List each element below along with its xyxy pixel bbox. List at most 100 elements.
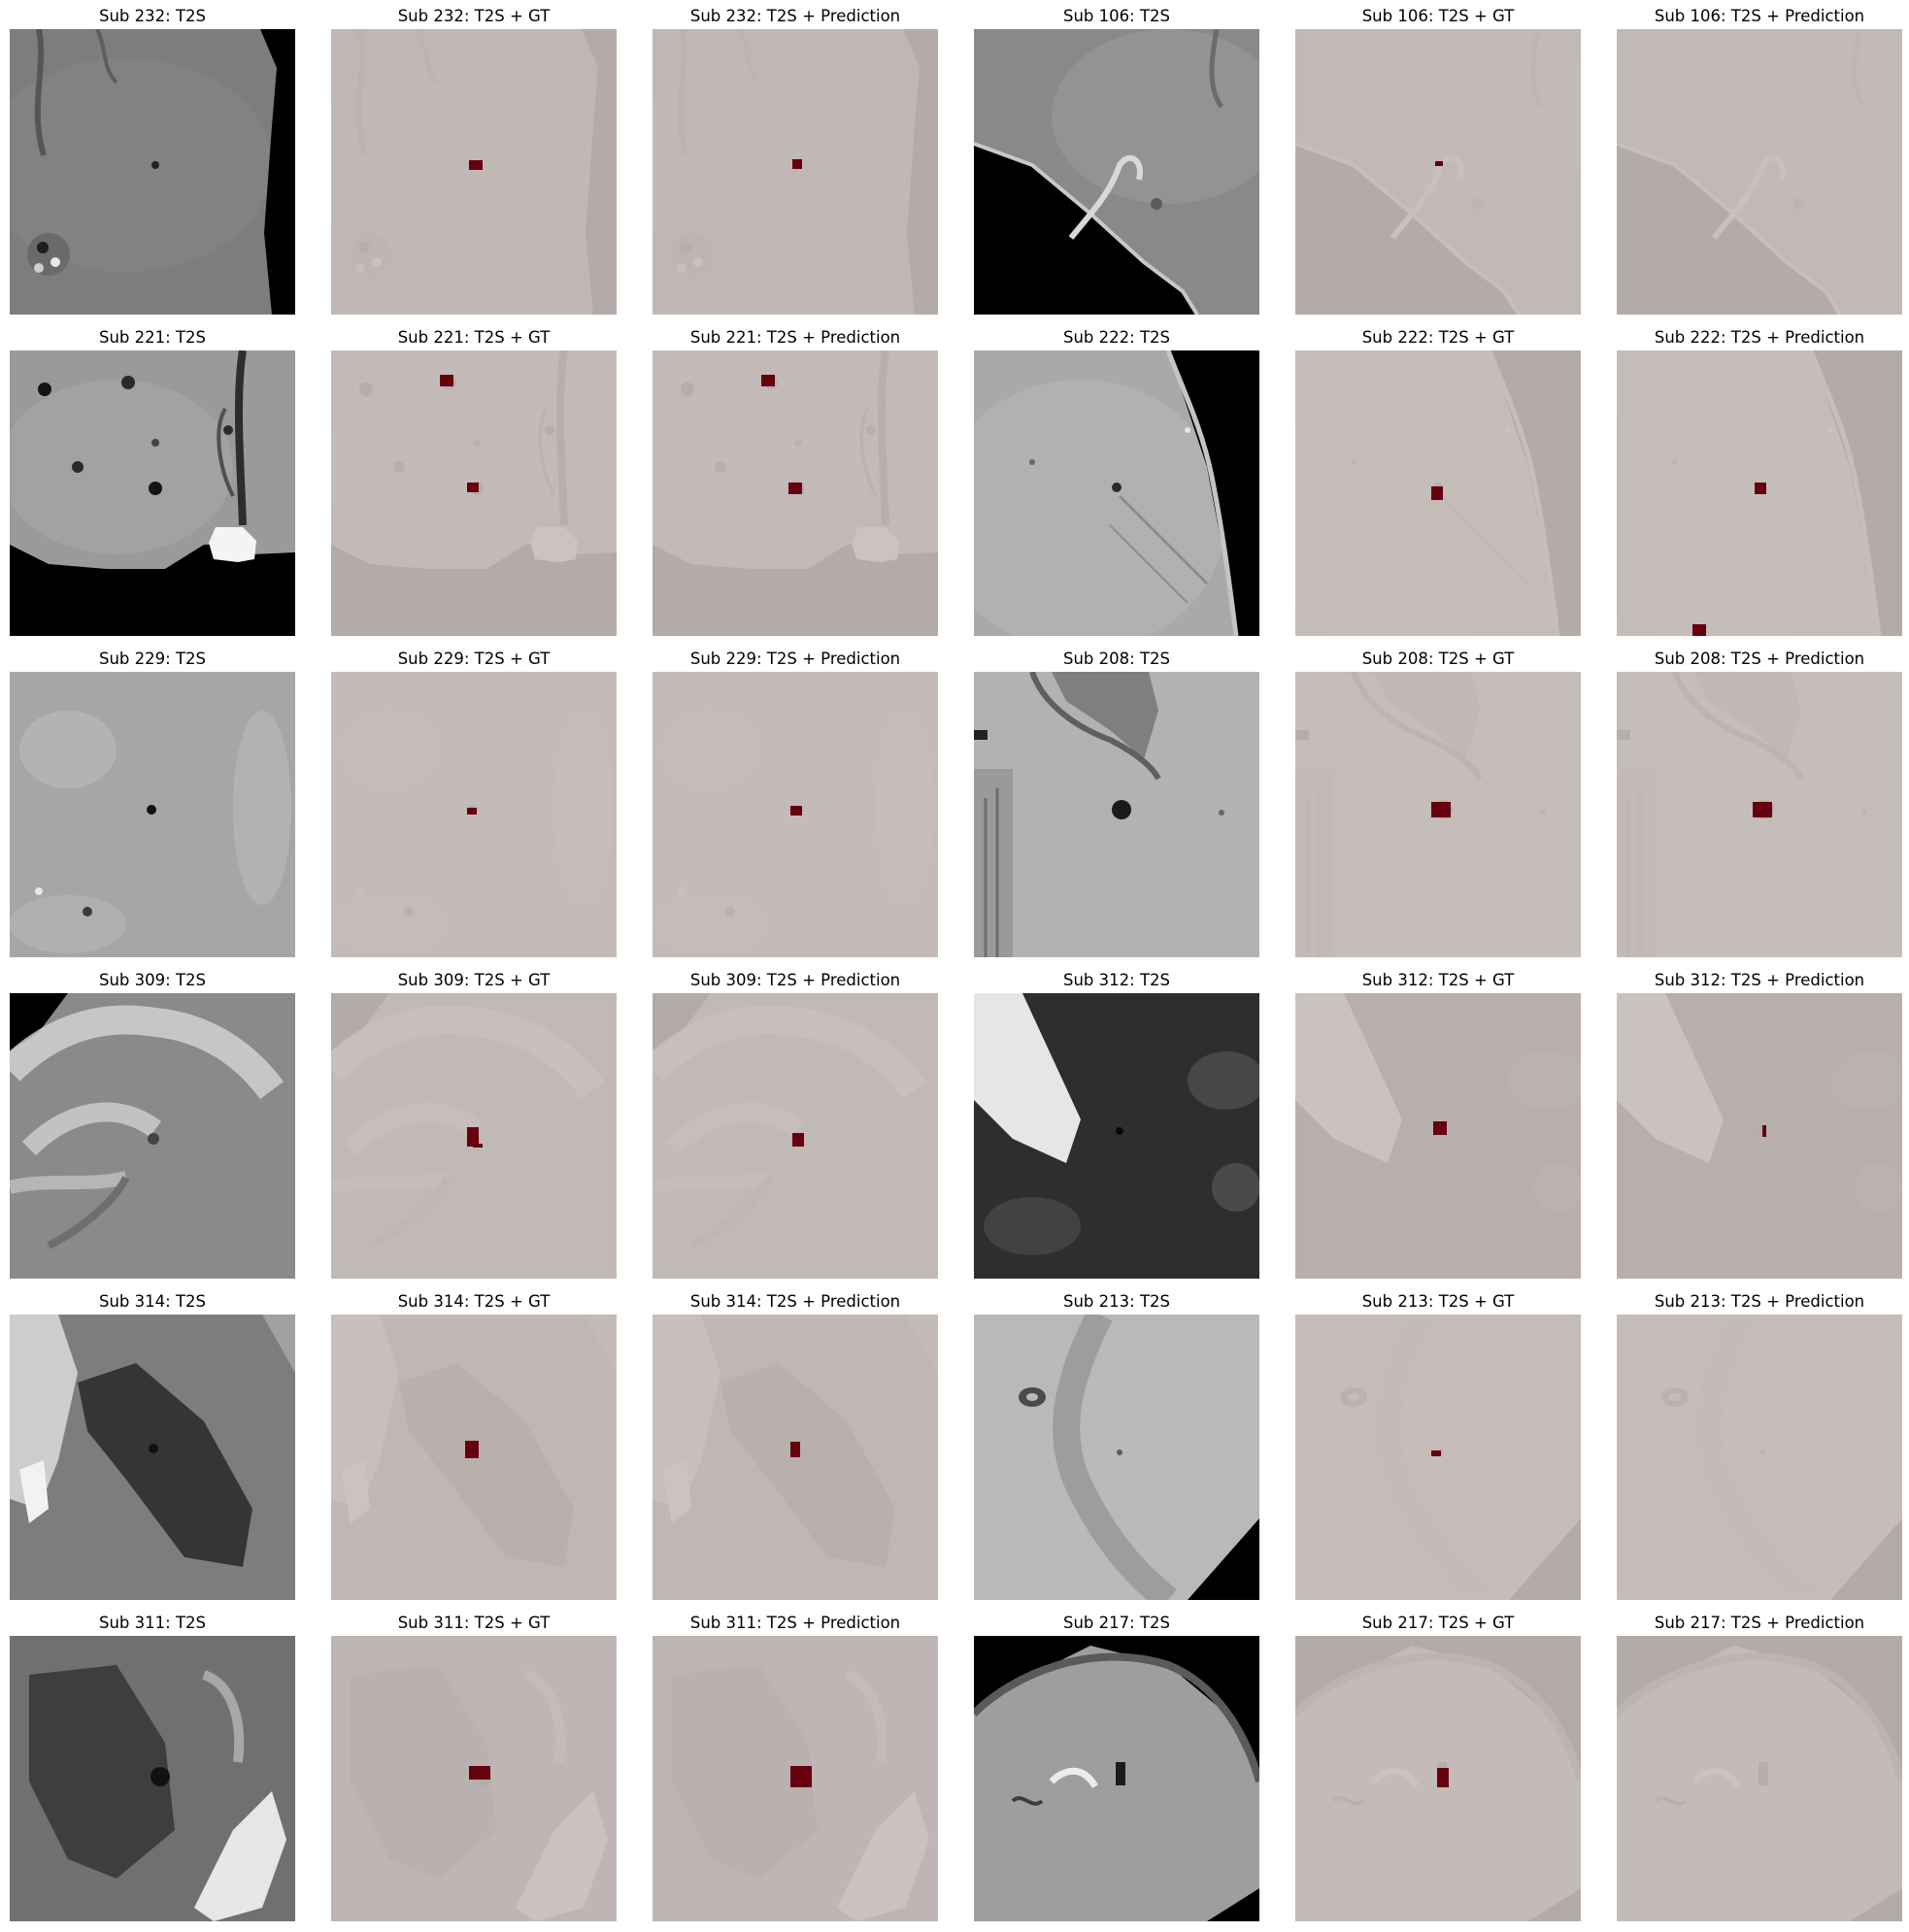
panel-title: Sub 309: T2S + Prediction: [689, 971, 901, 989]
overlay-image: [331, 993, 617, 1279]
overlay-image: [331, 1636, 617, 1921]
overlay-image: [1617, 29, 1902, 315]
gt-lesion-mask: [469, 1766, 490, 1780]
mri-slice-svg: [653, 1315, 938, 1600]
overlay-image: [1295, 993, 1581, 1279]
gt-lesion-mask: [465, 1441, 479, 1458]
mri-slice-svg: [653, 29, 938, 315]
overlay-image: [653, 1315, 938, 1600]
panel-title: Sub 213: T2S + Prediction: [1654, 1292, 1865, 1311]
t2s-image: [10, 29, 295, 315]
predicted-lesion-mask: [790, 1442, 800, 1457]
mri-slice-svg: [331, 1315, 617, 1600]
mri-slice-svg: [653, 993, 938, 1279]
panel-title: Sub 229: T2S + Prediction: [689, 650, 901, 668]
predicted-lesion-mask: [761, 375, 775, 386]
mri-slice-svg: [10, 350, 295, 636]
panel-title: Sub 312: T2S + GT: [1361, 971, 1515, 989]
panel-title: Sub 311: T2S: [99, 1614, 206, 1632]
panel-title: Sub 213: T2S + GT: [1361, 1292, 1515, 1311]
panel-title: Sub 314: T2S + Prediction: [689, 1292, 901, 1311]
overlay-image: [1295, 672, 1581, 957]
predicted-lesion-mask: [790, 806, 802, 816]
mri-slice-svg: [1295, 29, 1581, 315]
mri-slice-svg: [974, 1636, 1259, 1921]
mri-slice-svg: [1617, 672, 1902, 957]
mri-slice-svg: [653, 672, 938, 957]
panel-title: Sub 311: T2S + GT: [397, 1614, 551, 1632]
panel-title: Sub 217: T2S: [1063, 1614, 1170, 1632]
predicted-lesion-mask: [1755, 483, 1766, 494]
mri-slice-svg: [974, 672, 1259, 957]
mri-slice-svg: [1617, 350, 1902, 636]
gt-lesion-mask: [1435, 161, 1443, 166]
predicted-lesion-mask: [1762, 1125, 1766, 1137]
mri-slice-svg: [974, 350, 1259, 636]
mri-slice-svg: [1295, 672, 1581, 957]
t2s-image: [10, 1636, 295, 1921]
overlay-image: [331, 350, 617, 636]
panel-title: Sub 221: T2S: [99, 328, 206, 347]
panel-title: Sub 221: T2S + GT: [397, 328, 551, 347]
t2s-image: [974, 993, 1259, 1279]
predicted-lesion-mask: [1692, 624, 1706, 636]
overlay-image: [1295, 1636, 1581, 1921]
overlay-image: [331, 29, 617, 315]
panel-title: Sub 106: T2S + GT: [1361, 7, 1515, 25]
panel-title: Sub 232: T2S: [99, 7, 206, 25]
mri-slice-svg: [331, 29, 617, 315]
mri-slice-svg: [974, 993, 1259, 1279]
mri-slice-svg: [331, 993, 617, 1279]
gt-lesion-mask: [1433, 1121, 1447, 1135]
panel-title: Sub 222: T2S + Prediction: [1654, 328, 1865, 347]
gt-lesion-mask: [467, 483, 479, 492]
mri-slice-svg: [331, 1636, 617, 1921]
gt-lesion-mask: [473, 1144, 483, 1148]
panel-title: Sub 222: T2S + GT: [1361, 328, 1515, 347]
overlay-image: [653, 672, 938, 957]
overlay-image: [653, 993, 938, 1279]
mri-slice-svg: [1295, 1315, 1581, 1600]
gt-lesion-mask: [1437, 1768, 1449, 1787]
gt-lesion-mask: [440, 375, 453, 386]
panel-title: Sub 221: T2S + Prediction: [689, 328, 901, 347]
gt-lesion-mask: [1431, 1450, 1441, 1456]
mri-slice-svg: [653, 350, 938, 636]
panel-title: Sub 309: T2S + GT: [397, 971, 551, 989]
panel-title: Sub 309: T2S: [99, 971, 206, 989]
overlay-image: [1617, 993, 1902, 1279]
predicted-lesion-mask: [790, 1766, 812, 1787]
overlay-image: [1617, 672, 1902, 957]
panel-title: Sub 213: T2S: [1063, 1292, 1170, 1311]
overlay-image: [1295, 350, 1581, 636]
overlay-image: [1617, 1315, 1902, 1600]
predicted-lesion-mask: [792, 1133, 804, 1147]
mri-slice-svg: [10, 1315, 295, 1600]
panel-title: Sub 232: T2S + GT: [397, 7, 551, 25]
panel-title: Sub 208: T2S: [1063, 650, 1170, 668]
t2s-image: [974, 1315, 1259, 1600]
predicted-lesion-mask: [792, 159, 802, 169]
mri-slice-svg: [10, 1636, 295, 1921]
mri-slice-svg: [1617, 29, 1902, 315]
panel-title: Sub 312: T2S: [1063, 971, 1170, 989]
overlay-image: [331, 672, 617, 957]
t2s-image: [974, 350, 1259, 636]
panel-title: Sub 229: T2S: [99, 650, 206, 668]
mri-slice-svg: [331, 350, 617, 636]
gt-lesion-mask: [1431, 486, 1443, 500]
mri-slice-svg: [10, 993, 295, 1279]
gt-lesion-mask: [469, 160, 483, 170]
gt-lesion-mask: [467, 808, 477, 815]
overlay-image: [653, 1636, 938, 1921]
overlay-image: [653, 29, 938, 315]
predicted-lesion-mask: [788, 483, 802, 494]
t2s-image: [10, 672, 295, 957]
panel-title: Sub 311: T2S + Prediction: [689, 1614, 901, 1632]
mri-slice-svg: [331, 672, 617, 957]
mri-slice-svg: [1295, 350, 1581, 636]
t2s-image: [974, 1636, 1259, 1921]
t2s-image: [10, 350, 295, 636]
panel-title: Sub 314: T2S: [99, 1292, 206, 1311]
